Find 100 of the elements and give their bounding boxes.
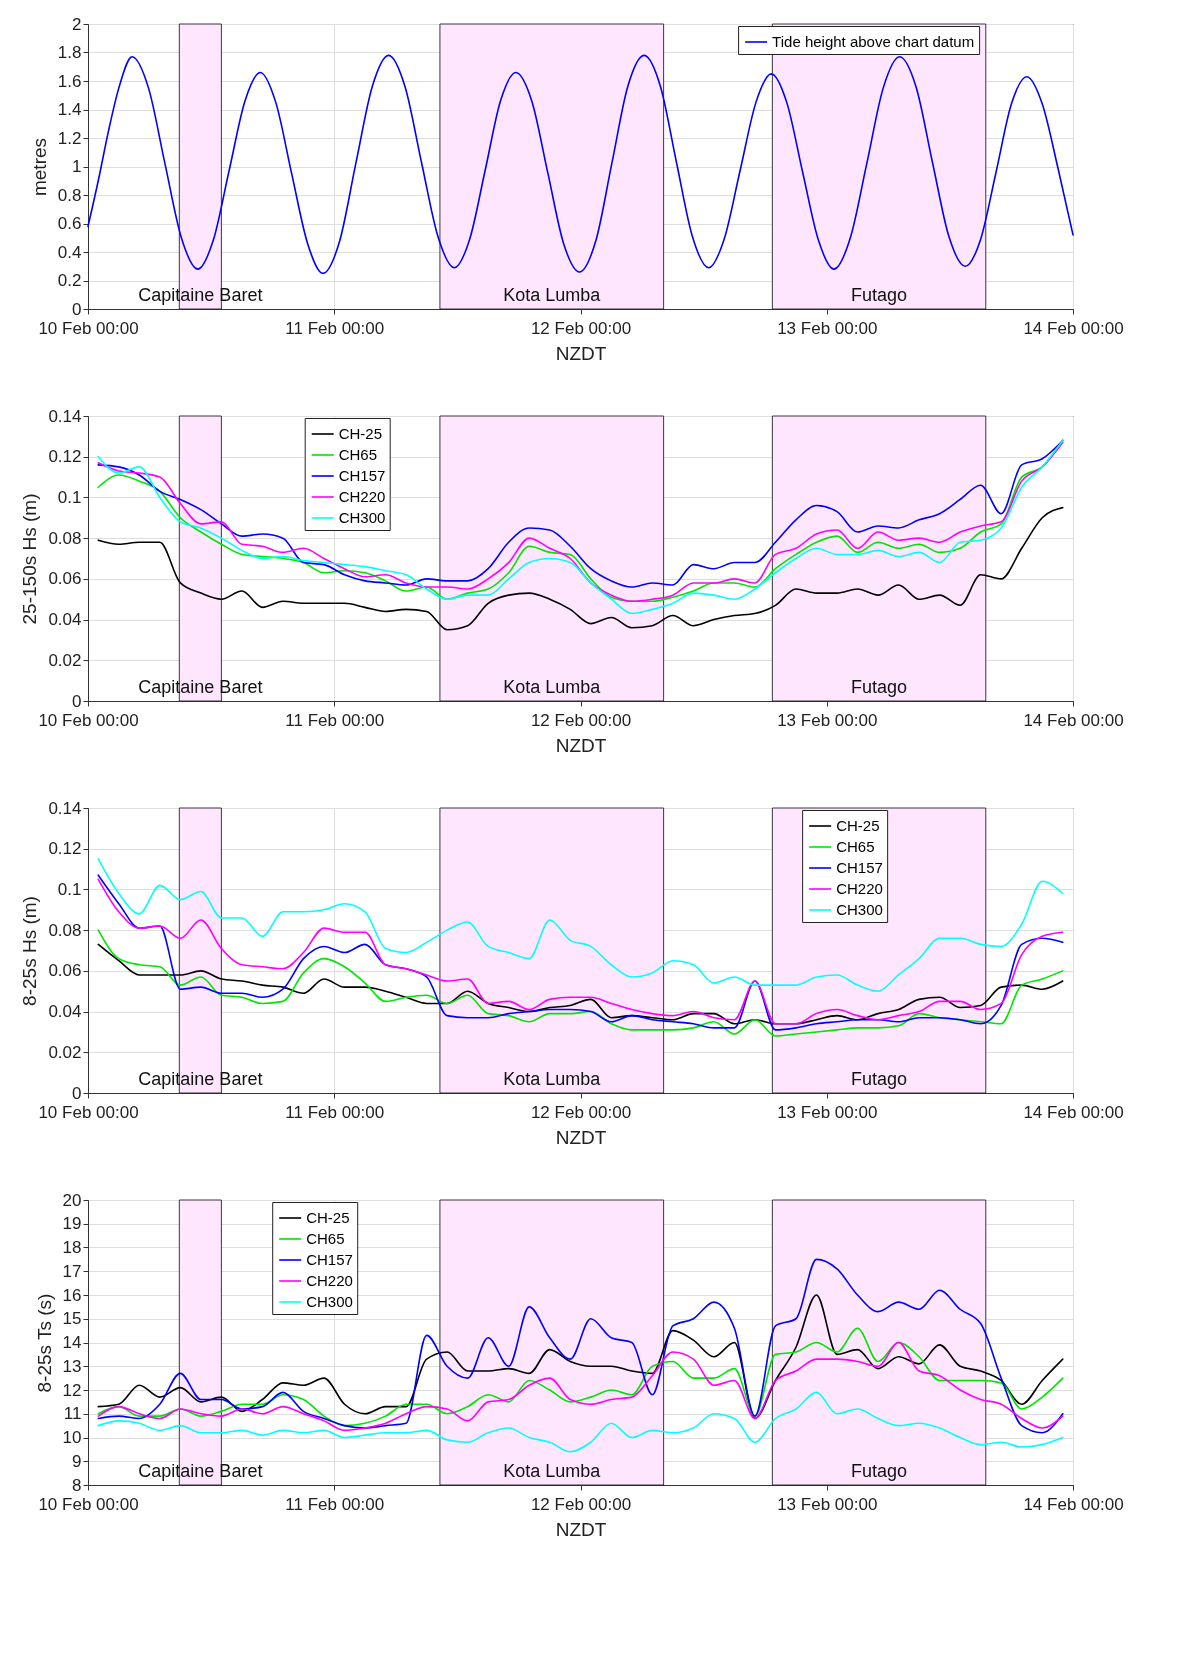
y-tick-label: 0.2 bbox=[57, 271, 82, 290]
x-tick-label: 14 Feb 00:00 bbox=[1023, 1494, 1124, 1514]
y-tick-label: 11 bbox=[63, 1404, 82, 1424]
x-tick-label: 12 Feb 00:00 bbox=[530, 318, 632, 338]
legend-label: CH220 bbox=[836, 880, 883, 897]
x-tick-label: 13 Feb 00:00 bbox=[777, 1102, 878, 1122]
x-tick-label: 14 Feb 00:00 bbox=[1023, 710, 1124, 730]
y-tick-label: 0 bbox=[72, 299, 82, 319]
y-tick-label: 0.02 bbox=[48, 1042, 82, 1062]
line-series bbox=[97, 1341, 1064, 1432]
line-series bbox=[97, 858, 1064, 993]
y-tick-label: 18 bbox=[62, 1238, 82, 1257]
y-tick-label: 0.02 bbox=[48, 650, 82, 670]
x-tick-label: 11 Feb 00:00 bbox=[285, 318, 385, 338]
legend-label: CH300 bbox=[306, 1293, 353, 1310]
line-series bbox=[97, 929, 1064, 1037]
x-tick-label: 11 Feb 00:00 bbox=[285, 1494, 385, 1514]
legend-label: CH157 bbox=[306, 1251, 353, 1268]
x-tick-label: 10 Feb 00:00 bbox=[38, 318, 139, 338]
line-series bbox=[97, 506, 1064, 631]
y-tick-label: 0.14 bbox=[48, 798, 82, 818]
y-tick-label: 0.6 bbox=[57, 214, 82, 233]
y-tick-label: 1.8 bbox=[57, 43, 82, 62]
y-tick-label: 20 bbox=[62, 1190, 82, 1210]
y-tick-label: 0 bbox=[72, 691, 82, 711]
band-label: Futago bbox=[851, 677, 908, 697]
x-axis-title: NZDT bbox=[555, 1126, 607, 1148]
y-tick-label: 15 bbox=[62, 1309, 82, 1329]
legend-label: CH65 bbox=[836, 838, 875, 855]
line-series bbox=[97, 1327, 1064, 1427]
y-tick-label: 0.14 bbox=[48, 406, 82, 426]
band-label: Kota Lumba bbox=[503, 1069, 602, 1089]
legend-label: CH65 bbox=[306, 1230, 345, 1247]
line-series bbox=[97, 1391, 1064, 1453]
x-tick-label: 14 Feb 00:00 bbox=[1023, 318, 1124, 338]
y-tick-label: 0.4 bbox=[57, 242, 82, 262]
legend-label: CH300 bbox=[338, 509, 386, 526]
legend-label: CH65 bbox=[338, 446, 378, 463]
band-label: Kota Lumba bbox=[503, 285, 602, 305]
x-tick-label: 12 Feb 00:00 bbox=[530, 710, 632, 730]
y-tick-label: 0.1 bbox=[57, 879, 82, 899]
y-tick-label: 1.6 bbox=[57, 71, 82, 91]
y-axis-title: metres bbox=[28, 137, 50, 197]
y-tick-label: 1.2 bbox=[57, 128, 82, 148]
y-tick-label: 17 bbox=[62, 1261, 82, 1281]
y-tick-label: 12 bbox=[62, 1380, 82, 1400]
legend-label: CH300 bbox=[836, 901, 883, 918]
y-tick-label: 16 bbox=[62, 1285, 82, 1305]
legend-label: CH-25 bbox=[338, 425, 383, 442]
y-axis-title: 25-150s Hs (m) bbox=[19, 493, 41, 625]
x-tick-label: 13 Feb 00:00 bbox=[777, 710, 878, 730]
y-tick-label: 0.08 bbox=[48, 528, 82, 548]
y-axis-title: 8-25s Hs (m) bbox=[19, 896, 41, 1006]
y-tick-label: 13 bbox=[62, 1356, 82, 1376]
y-tick-label: 0.12 bbox=[48, 839, 82, 859]
y-tick-label: 1.4 bbox=[57, 100, 82, 119]
x-tick-label: 10 Feb 00:00 bbox=[38, 1494, 139, 1514]
y-tick-label: 0.04 bbox=[48, 1002, 82, 1022]
x-tick-label: 12 Feb 00:00 bbox=[530, 1494, 632, 1514]
legend-label: CH220 bbox=[338, 488, 386, 505]
y-tick-label: 8 bbox=[72, 1475, 82, 1495]
line-series bbox=[97, 943, 1064, 1025]
legend-label: CH-25 bbox=[836, 817, 880, 834]
y-tick-label: 0.12 bbox=[48, 447, 82, 467]
legend-label: Tide height above chart datum bbox=[772, 33, 975, 50]
x-tick-label: 12 Feb 00:00 bbox=[530, 1102, 632, 1122]
x-tick-label: 10 Feb 00:00 bbox=[38, 1102, 139, 1122]
y-tick-label: 14 bbox=[62, 1333, 82, 1352]
x-tick-label: 11 Feb 00:00 bbox=[285, 1102, 385, 1122]
band-label: Futago bbox=[851, 285, 908, 305]
line-series bbox=[97, 1294, 1064, 1420]
y-tick-label: 10 bbox=[62, 1428, 82, 1447]
x-axis-title: NZDT bbox=[555, 1518, 607, 1540]
y-tick-label: 0.04 bbox=[48, 610, 82, 630]
band-label: Kota Lumba bbox=[503, 677, 602, 697]
x-tick-label: 10 Feb 00:00 bbox=[38, 710, 139, 730]
x-tick-label: 13 Feb 00:00 bbox=[777, 318, 878, 338]
y-tick-label: 0.08 bbox=[48, 920, 82, 940]
y-tick-label: 1 bbox=[72, 157, 82, 176]
y-tick-label: 0.06 bbox=[48, 961, 82, 981]
y-tick-label: 0.06 bbox=[48, 569, 82, 589]
legend-label: CH157 bbox=[338, 467, 386, 484]
band-label: Kota Lumba bbox=[503, 1461, 602, 1481]
y-tick-label: 9 bbox=[72, 1451, 82, 1471]
legend-label: CH220 bbox=[306, 1272, 353, 1289]
y-tick-label: 19 bbox=[62, 1214, 82, 1234]
y-tick-label: 0.1 bbox=[57, 487, 82, 507]
y-axis-title: 8-25s Ts (s) bbox=[33, 1293, 55, 1393]
band-label: Futago bbox=[851, 1069, 908, 1089]
y-tick-label: 0.8 bbox=[57, 185, 82, 205]
band-label: Futago bbox=[851, 1461, 908, 1481]
x-axis-title: NZDT bbox=[555, 734, 607, 756]
legend-label: CH157 bbox=[836, 859, 883, 876]
x-tick-label: 13 Feb 00:00 bbox=[777, 1494, 878, 1514]
x-tick-label: 11 Feb 00:00 bbox=[285, 710, 385, 730]
x-axis-title: NZDT bbox=[555, 342, 607, 364]
legend-label: CH-25 bbox=[306, 1209, 350, 1226]
x-tick-label: 14 Feb 00:00 bbox=[1023, 1102, 1124, 1122]
y-tick-label: 2 bbox=[72, 14, 82, 34]
y-tick-label: 0 bbox=[72, 1083, 82, 1103]
